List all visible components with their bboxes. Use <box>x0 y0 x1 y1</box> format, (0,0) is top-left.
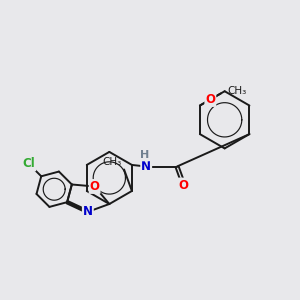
Text: N: N <box>141 160 151 173</box>
Text: O: O <box>90 180 100 193</box>
Text: Cl: Cl <box>22 158 35 170</box>
Text: O: O <box>179 178 189 191</box>
Text: N: N <box>83 205 93 218</box>
Text: H: H <box>140 150 149 161</box>
Text: CH₃: CH₃ <box>102 157 122 167</box>
Text: CH₃: CH₃ <box>228 86 247 96</box>
Text: O: O <box>205 93 215 106</box>
